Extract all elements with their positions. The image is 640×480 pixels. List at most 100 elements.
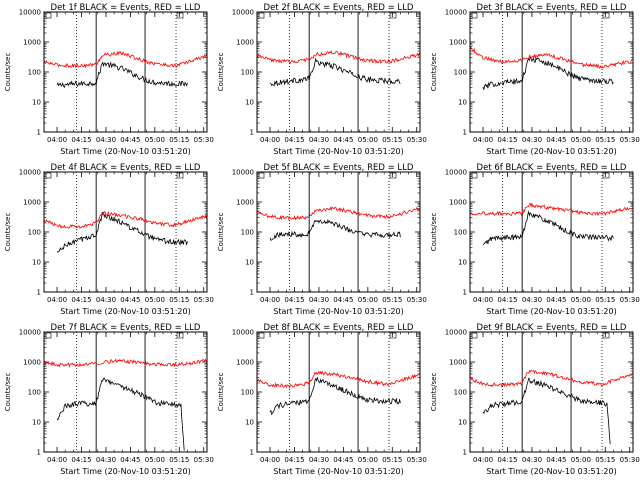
y-tick-label: 10000	[232, 9, 254, 17]
corner-marker	[45, 12, 52, 19]
x-tick-label: 04:15	[497, 296, 517, 304]
x-tick-label: 05:30	[407, 296, 427, 304]
x-tick-label: 04:45	[546, 296, 566, 304]
detector-chart: Det 8f BLACK = Events, RED = LLD Counts/s…	[217, 323, 427, 476]
x-tick-label: 04:45	[333, 456, 353, 464]
lld-series-line	[256, 206, 421, 221]
corner-marker	[176, 172, 184, 179]
corner-marker	[258, 12, 265, 19]
x-tick-label: 05:00	[358, 296, 378, 304]
corner-marker	[389, 12, 397, 19]
x-tick-label: 05:30	[194, 296, 214, 304]
y-tick-label: 1000	[449, 359, 467, 367]
y-tick-label: 100	[454, 69, 467, 77]
chart-title: Det 8f BLACK = Events, RED = LLD	[264, 323, 414, 333]
corner-marker	[258, 332, 265, 339]
x-tick-label: 04:45	[333, 136, 353, 144]
x-tick-label: 04:00	[473, 296, 493, 304]
x-tick-label: 04:30	[96, 296, 116, 304]
x-axis-label: Start Time (20-Nov-10 03:51:20)	[60, 147, 190, 156]
y-tick-label: 100	[28, 229, 41, 237]
lld-series-line	[256, 50, 421, 65]
lld-series-line	[43, 210, 208, 229]
y-axis-label: Counts/sec	[217, 373, 225, 412]
x-tick-label: 05:15	[169, 136, 189, 144]
lld-series-line	[43, 358, 208, 368]
detector-chart: Det 7f BLACK = Events, RED = LLD Counts/s…	[4, 323, 214, 476]
x-tick-label: 04:45	[333, 296, 353, 304]
y-tick-label: 10	[32, 259, 41, 267]
x-tick-label: 05:15	[595, 296, 615, 304]
x-tick-label: 05:00	[145, 136, 165, 144]
chart-title: Det 6f BLACK = Events, RED = LLD	[477, 163, 627, 173]
x-tick-label: 05:30	[407, 136, 427, 144]
x-tick-label: 04:45	[120, 456, 140, 464]
y-axis-label: Counts/sec	[217, 53, 225, 92]
x-tick-label: 04:45	[120, 296, 140, 304]
x-tick-label: 05:30	[194, 456, 214, 464]
x-tick-label: 04:30	[522, 456, 542, 464]
plot-frame	[469, 11, 634, 133]
y-axis-label: Counts/sec	[4, 213, 12, 252]
x-tick-label: 04:00	[473, 136, 493, 144]
events-series-line	[56, 211, 188, 253]
detector-chart: Det 4f BLACK = Events, RED = LLD Counts/s…	[4, 163, 214, 316]
x-tick-label: 04:15	[284, 296, 304, 304]
corner-marker	[176, 332, 184, 339]
y-tick-label: 100	[28, 389, 41, 397]
y-tick-label: 1000	[23, 359, 41, 367]
x-tick-label: 05:00	[571, 456, 591, 464]
y-tick-label: 1000	[449, 39, 467, 47]
y-tick-label: 10	[32, 99, 41, 107]
y-tick-label: 10	[458, 99, 467, 107]
x-tick-label: 04:30	[96, 136, 116, 144]
detector-chart: Det 1f BLACK = Events, RED = LLD Counts/s…	[4, 3, 214, 156]
x-tick-label: 04:15	[284, 136, 304, 144]
y-tick-label: 1000	[236, 39, 254, 47]
x-tick-label: 04:00	[260, 136, 280, 144]
lld-series-line	[469, 369, 634, 388]
y-tick-label: 1	[37, 289, 41, 297]
events-series-line	[482, 377, 611, 445]
y-tick-label: 100	[241, 69, 254, 77]
x-tick-label: 04:15	[71, 456, 91, 464]
y-tick-label: 1000	[23, 39, 41, 47]
lld-series-line	[469, 202, 634, 217]
x-tick-label: 04:15	[497, 136, 517, 144]
x-tick-label: 05:30	[407, 456, 427, 464]
y-tick-label: 100	[241, 389, 254, 397]
x-tick-label: 04:00	[260, 296, 280, 304]
x-tick-label: 04:30	[522, 136, 542, 144]
x-tick-label: 04:00	[260, 456, 280, 464]
plot-frame	[43, 331, 208, 453]
corner-marker	[471, 12, 478, 19]
detector-chart: Det 5f BLACK = Events, RED = LLD Counts/s…	[217, 163, 427, 316]
events-series-line	[269, 57, 401, 87]
events-series-line	[56, 377, 185, 451]
x-tick-label: 05:30	[194, 136, 214, 144]
x-tick-label: 05:00	[358, 456, 378, 464]
x-tick-label: 04:00	[47, 296, 67, 304]
y-axis-label: Counts/sec	[217, 213, 225, 252]
y-tick-label: 10000	[232, 329, 254, 337]
chart-title: Det 3f BLACK = Events, RED = LLD	[477, 3, 627, 13]
lld-series-line	[43, 50, 208, 69]
y-axis-label: Counts/sec	[4, 53, 12, 92]
x-tick-label: 04:30	[96, 456, 116, 464]
x-tick-label: 04:15	[71, 296, 91, 304]
x-axis-label: Start Time (20-Nov-10 03:51:20)	[273, 307, 403, 316]
y-tick-label: 1000	[236, 199, 254, 207]
y-tick-label: 100	[454, 229, 467, 237]
y-tick-label: 10	[458, 419, 467, 427]
plot-frame	[256, 171, 421, 293]
y-tick-label: 1	[250, 129, 254, 137]
y-tick-label: 1000	[236, 359, 254, 367]
y-tick-label: 10	[245, 419, 254, 427]
y-axis-label: Counts/sec	[4, 373, 12, 412]
x-axis-label: Start Time (20-Nov-10 03:51:20)	[60, 307, 190, 316]
lld-series-line	[469, 46, 634, 69]
corner-marker	[389, 332, 397, 339]
chart-title: Det 1f BLACK = Events, RED = LLD	[51, 3, 201, 13]
y-tick-label: 1	[463, 449, 467, 457]
